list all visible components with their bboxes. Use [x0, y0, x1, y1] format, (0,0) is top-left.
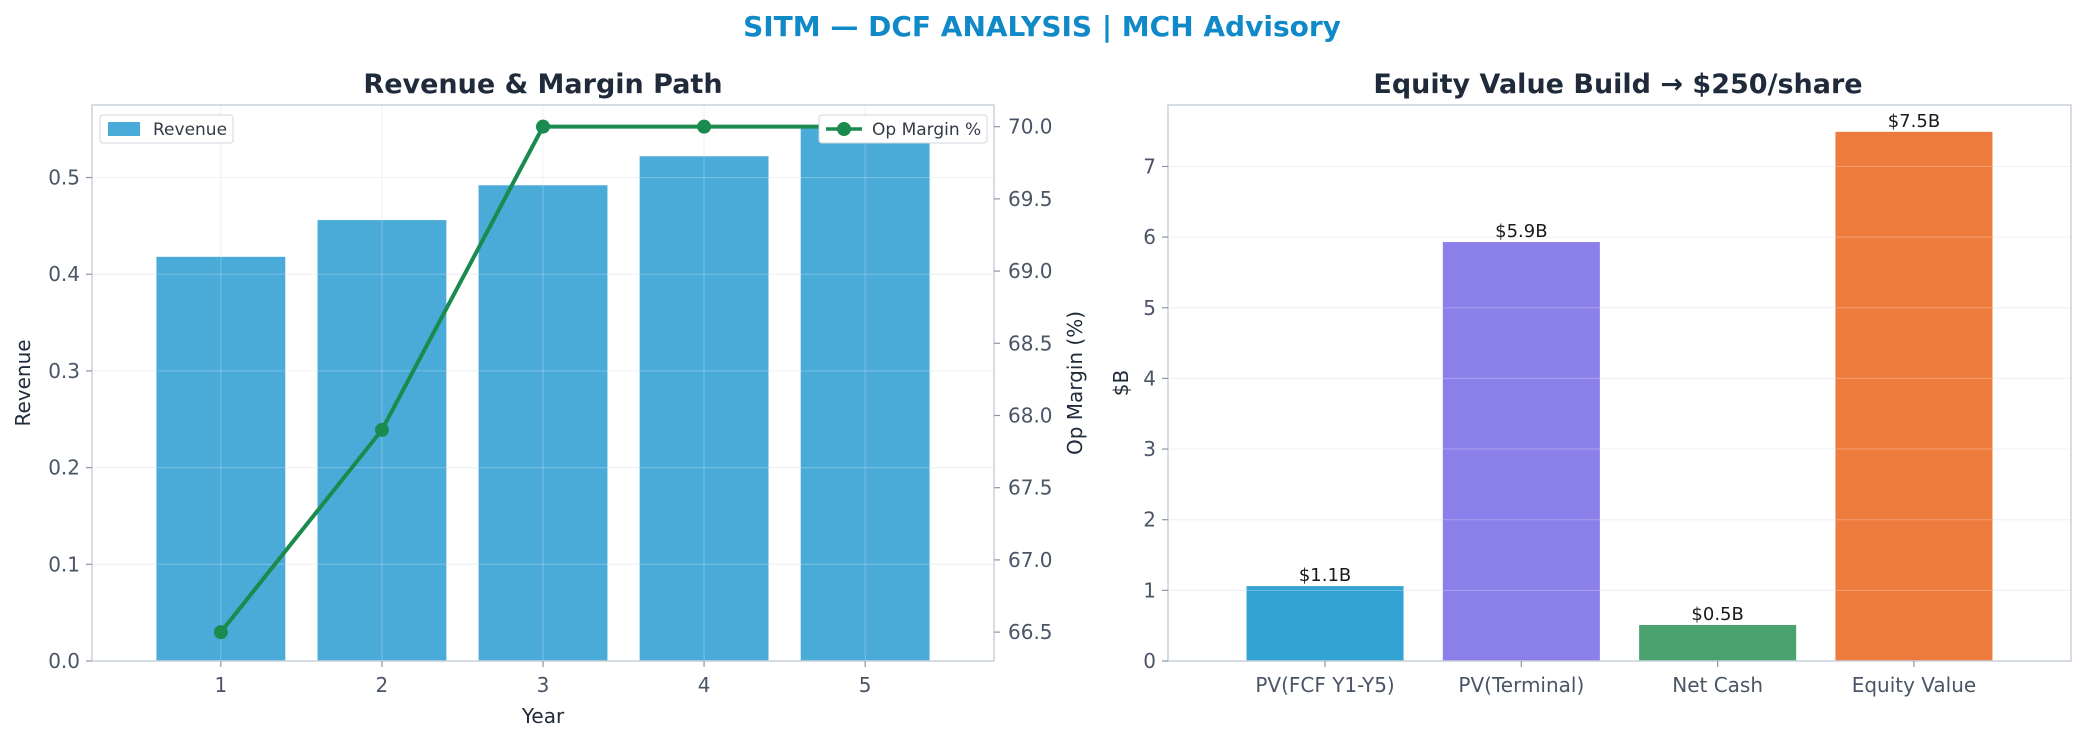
equity-y-tick-label: 3 — [1143, 437, 1156, 461]
revenue-y-tick-label: 0.1 — [48, 552, 80, 576]
op-margin-y-tick-label: 69.0 — [1008, 259, 1053, 283]
op-margin-y-tick-label: 67.5 — [1008, 476, 1053, 500]
equity-bar — [1442, 242, 1600, 661]
op-margin-y-tick-label: 69.5 — [1008, 187, 1053, 211]
equity-data-label: $0.5B — [1691, 604, 1743, 625]
op-margin-legend-label: Op Margin % — [872, 120, 981, 140]
revenue-y-tick-label: 0.5 — [48, 166, 80, 190]
op-margin-y-tick-label: 67.0 — [1008, 548, 1053, 572]
revenue-x-tick-label: 3 — [537, 673, 550, 697]
op-margin-y-tick-label: 68.0 — [1008, 403, 1053, 427]
equity-x-ticks: PV(FCF Y1-Y5) PV(Terminal) Net Cash Equity … — [1255, 661, 1976, 697]
equity-data-labels: $1.1B $5.9B $0.5B $7.5B — [1299, 111, 1940, 625]
revenue-legend-swatch — [108, 122, 140, 136]
op-margin-y-tick-label: 68.5 — [1008, 331, 1053, 355]
revenue-y-tick-label: 0.3 — [48, 359, 80, 383]
equity-data-label: $1.1B — [1299, 565, 1351, 586]
revenue-bar — [156, 256, 286, 661]
equity-x-tick-label: PV(FCF Y1-Y5) — [1255, 673, 1394, 697]
equity-x-tick-label: PV(Terminal) — [1458, 673, 1584, 697]
revenue-bar — [478, 185, 608, 661]
revenue-y-tick-label: 0.2 — [48, 456, 80, 480]
equity-value-chart: Equity Value Build → $250/share $1.1B $5.… — [1109, 69, 2072, 697]
equity-chart-title: Equity Value Build → $250/share — [1373, 69, 1862, 100]
equity-y-axis-label: $B — [1109, 370, 1133, 396]
revenue-y-axis-label: Revenue — [11, 339, 35, 426]
equity-y-tick-label: 1 — [1143, 578, 1156, 602]
revenue-margin-chart: Revenue & Margin Path 1 2 3 4 5 0.0 0.1 0.2 0.3… — [11, 69, 1087, 728]
equity-bar — [1835, 131, 1993, 661]
revenue-x-tick-label: 5 — [859, 673, 872, 697]
equity-y-tick-label: 6 — [1143, 225, 1156, 249]
revenue-legend-label: Revenue — [153, 120, 227, 140]
op-margin-y-tick-label: 66.5 — [1008, 620, 1053, 644]
op-margin-y-tick-label: 70.0 — [1008, 115, 1053, 139]
equity-bars — [1168, 131, 2071, 662]
revenue-x-ticks: 1 2 3 4 5 — [214, 661, 872, 697]
revenue-x-axis-label: Year — [521, 704, 565, 728]
equity-y-tick-label: 5 — [1143, 296, 1156, 320]
revenue-x-tick-label: 1 — [214, 673, 227, 697]
revenue-x-tick-label: 2 — [376, 673, 389, 697]
equity-bar — [1246, 586, 1404, 661]
equity-data-label: $5.9B — [1495, 221, 1547, 242]
op-margin-y-ticks: 66.5 67.0 67.5 68.0 68.5 69.0 69.5 70.0 — [994, 115, 1053, 644]
equity-y-tick-label: 0 — [1143, 649, 1156, 673]
equity-x-tick-label: Net Cash — [1672, 673, 1763, 697]
equity-bar — [1639, 624, 1797, 661]
op-margin-point — [536, 119, 550, 134]
op-margin-legend: Op Margin % — [818, 114, 988, 144]
revenue-y-tick-label: 0.0 — [48, 649, 80, 673]
op-margin-point — [374, 422, 389, 437]
revenue-bars — [92, 105, 994, 662]
revenue-y-tick-label: 0.4 — [48, 262, 80, 286]
revenue-y-ticks: 0.0 0.1 0.2 0.3 0.4 0.5 — [48, 166, 92, 673]
revenue-bar — [639, 156, 769, 661]
equity-data-label: $7.5B — [1888, 111, 1940, 132]
op-margin-point — [213, 625, 228, 640]
figure-title: SITM — DCF ANALYSIS | MCH Advisory — [743, 10, 1341, 43]
equity-y-ticks: 0 1 2 3 4 5 6 7 — [1143, 154, 1168, 673]
equity-y-tick-label: 4 — [1143, 366, 1156, 390]
equity-x-tick-label: Equity Value — [1852, 673, 1977, 697]
op-margin-point — [697, 119, 712, 134]
equity-y-tick-label: 7 — [1143, 154, 1156, 178]
revenue-x-tick-label: 4 — [698, 673, 711, 697]
revenue-bar — [317, 220, 447, 662]
revenue-legend: Revenue — [99, 114, 234, 144]
op-margin-legend-marker — [837, 122, 851, 136]
op-margin-y-axis-label: Op Margin (%) — [1063, 311, 1087, 455]
equity-chart-frame — [1167, 104, 2072, 662]
equity-y-tick-label: 2 — [1143, 508, 1156, 532]
revenue-bar — [800, 126, 930, 661]
revenue-chart-title: Revenue & Margin Path — [363, 69, 722, 100]
